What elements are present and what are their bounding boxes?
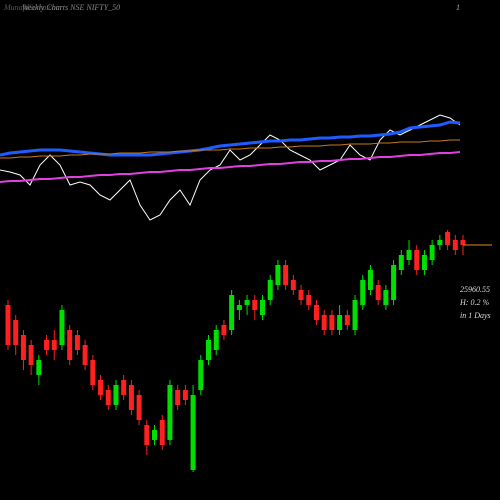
candle-body — [290, 280, 296, 290]
candle-body — [105, 390, 111, 405]
candle-body — [445, 232, 451, 245]
candle-body — [229, 295, 235, 330]
candle-body — [375, 285, 381, 300]
candle-body — [267, 280, 273, 300]
candle-body — [144, 425, 150, 445]
period-label: in 1 Days — [460, 311, 491, 320]
candle-body — [383, 290, 389, 305]
candle-body — [221, 325, 227, 335]
indicator-line — [0, 114, 461, 221]
candle-body — [421, 255, 427, 270]
candle-body — [452, 240, 458, 250]
candle-body — [175, 390, 181, 405]
candle-body — [337, 315, 343, 330]
candle-body — [182, 390, 188, 400]
candle-body — [82, 345, 88, 365]
candle-body — [460, 240, 466, 245]
candle-body — [391, 265, 397, 300]
candle-body — [313, 305, 319, 320]
candle-body — [28, 345, 34, 365]
candle-body — [98, 380, 104, 395]
candle-body — [321, 315, 327, 330]
candle-body — [259, 300, 265, 315]
indicator-line — [0, 151, 461, 183]
candle-body — [67, 330, 73, 360]
candle-body — [398, 255, 404, 270]
candle-body — [121, 380, 127, 395]
candle-body — [198, 360, 204, 390]
candle-body — [113, 385, 119, 405]
candle-body — [437, 240, 443, 245]
candle-body — [59, 310, 65, 345]
candle-body — [74, 335, 80, 350]
candle-body — [167, 385, 173, 440]
candle-body — [252, 300, 258, 310]
candle-body — [275, 265, 281, 285]
candle-body — [306, 295, 312, 305]
candle-body — [128, 385, 134, 410]
candle-body — [44, 340, 50, 350]
candle-body — [190, 395, 196, 470]
candle-body — [360, 280, 366, 305]
candle-body — [298, 290, 304, 300]
candle-body — [414, 250, 420, 270]
candle-body — [13, 320, 19, 345]
chart-title: Weekly Charts NSE NIFTY_50 — [22, 3, 120, 12]
candle-body — [244, 300, 250, 305]
change-label: H: 0.2 % — [459, 298, 489, 307]
candle-body — [283, 265, 289, 285]
watermark: MunafaSutra.com — [3, 3, 62, 12]
candle-body — [36, 360, 42, 375]
candle-body — [406, 250, 412, 260]
candle-body — [429, 245, 435, 260]
candle-body — [352, 300, 358, 330]
price-label: 25960.55 — [460, 285, 490, 294]
candle-body — [152, 430, 158, 440]
candle-body — [236, 305, 242, 310]
candle-body — [90, 360, 96, 385]
candle-body — [5, 305, 11, 345]
candle-body — [51, 340, 57, 350]
candle-body — [136, 395, 142, 420]
corner-text: 1 — [456, 3, 460, 12]
indicator-line — [0, 120, 461, 157]
candle-body — [367, 270, 373, 290]
candle-body — [213, 330, 219, 350]
candle-body — [159, 420, 165, 445]
candle-body — [344, 315, 350, 325]
candle-body — [329, 315, 335, 330]
indicator-line — [0, 139, 460, 159]
candle-body — [20, 335, 26, 360]
candle-body — [206, 340, 212, 360]
